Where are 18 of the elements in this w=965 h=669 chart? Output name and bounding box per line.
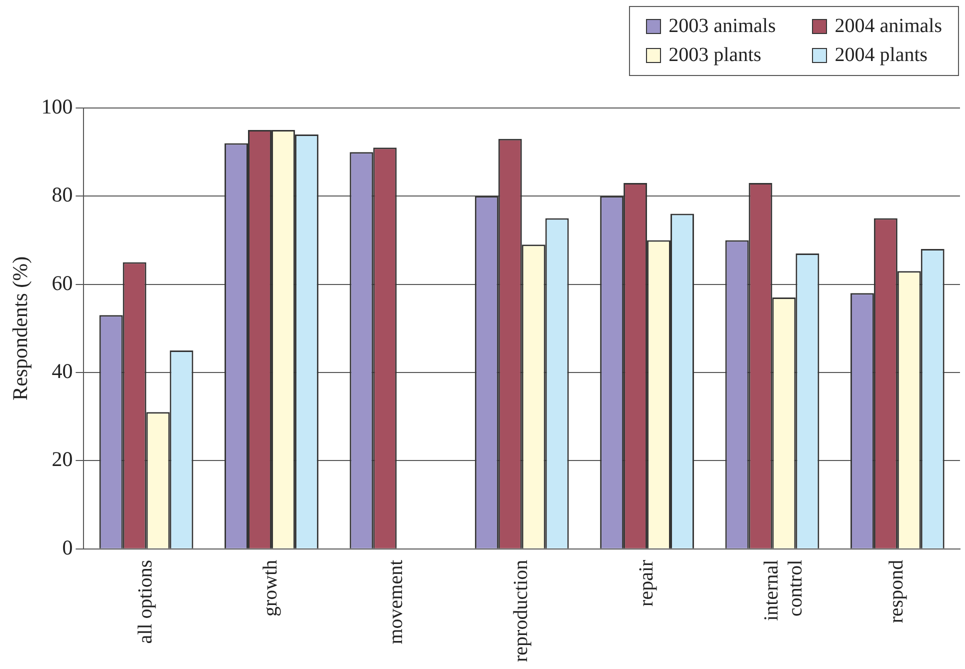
y-tick-label: 40 — [52, 359, 73, 384]
x-tick-label: movement — [384, 559, 407, 644]
y-axis-title: Respondents (%) — [8, 256, 32, 400]
x-tick-label: reproduction — [510, 560, 532, 662]
y-tick-label: 100 — [41, 94, 73, 119]
x-tick-label: internal control — [760, 559, 806, 621]
legend-label: 2004 animals — [834, 15, 942, 38]
x-tick-label: all options — [134, 560, 157, 644]
y-tick-label: 80 — [52, 182, 73, 207]
legend-label: 2004 plants — [834, 44, 928, 67]
x-tick-label: respond — [886, 560, 908, 624]
y-tick-label: 0 — [62, 535, 73, 560]
legend-label: 2003 animals — [668, 15, 776, 38]
x-tick-label: repair — [635, 559, 658, 606]
x-tick-label: growth — [260, 560, 282, 616]
y-tick-label: 20 — [52, 447, 73, 472]
legend-label: 2003 plants — [668, 44, 762, 67]
y-tick-label: 60 — [52, 270, 73, 295]
